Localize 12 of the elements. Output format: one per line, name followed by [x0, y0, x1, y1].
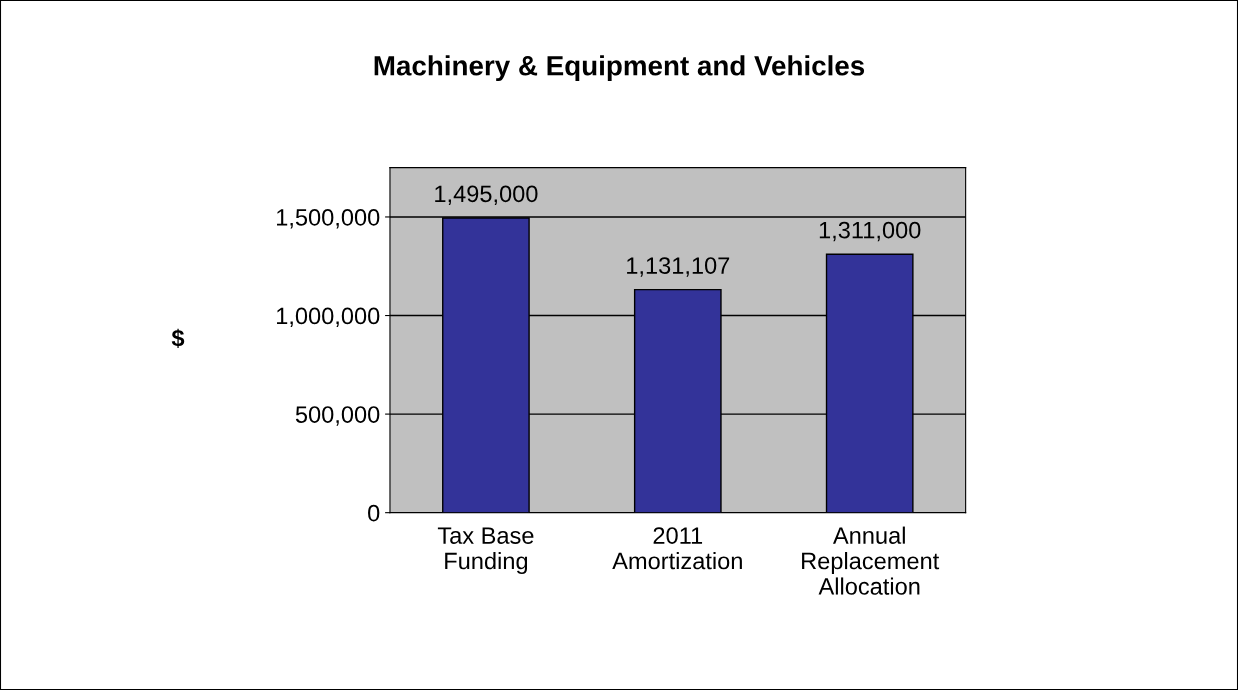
- y-tick-label: 0: [368, 504, 380, 522]
- data-label: 1,131,107: [627, 257, 730, 277]
- chart-title: Machinery & Equipment and Vehicles: [374, 55, 865, 82]
- x-tick-label: Tax Base Funding: [437, 527, 534, 574]
- data-label: 1,311,000: [819, 221, 921, 242]
- x-tick-label: 2011 Amortization: [612, 527, 742, 570]
- y-tick-label: 1,500,000: [277, 209, 380, 229]
- x-tick-label: Annual Replacement Allocation: [802, 526, 940, 595]
- y-axis-title: $: [171, 328, 185, 349]
- y-tick-label: 500,000: [295, 406, 380, 426]
- y-tick-label: 1,000,000: [277, 307, 380, 328]
- data-label: 1,495,000: [435, 185, 538, 205]
